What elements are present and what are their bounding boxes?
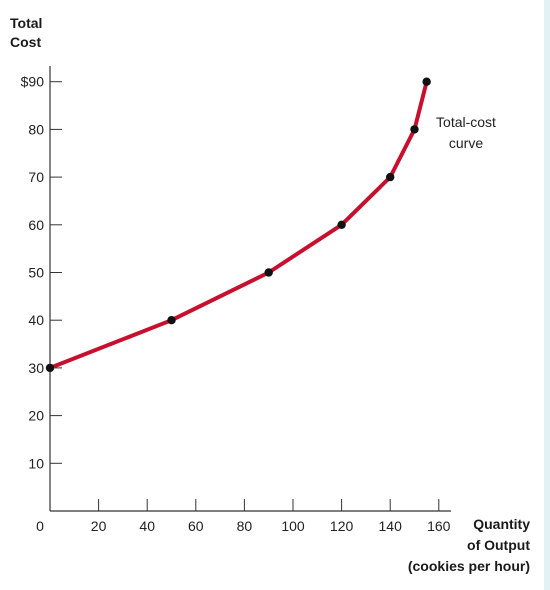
- y-axis-title: Total Cost: [10, 14, 42, 52]
- x-tick-label: 120: [330, 518, 354, 534]
- x-tick-label: 80: [237, 518, 253, 534]
- x-tick-label: 60: [188, 518, 204, 534]
- x-axis-title-line: of Output: [467, 537, 530, 553]
- x-axis-title: Quantity of Output (cookies per hour): [408, 514, 530, 577]
- page-edge-stripe: [544, 0, 550, 590]
- y-tick-label: 40: [28, 312, 44, 328]
- x-tick-label: 0: [36, 518, 44, 534]
- x-axis-title-line: (cookies per hour): [407, 558, 530, 574]
- x-tick-label: 140: [379, 518, 403, 534]
- x-tick-label: 160: [427, 518, 451, 534]
- y-tick-label: 10: [28, 455, 44, 471]
- y-tick-label: 70: [28, 169, 44, 185]
- data-point: [264, 268, 273, 277]
- curve-annotation: Total-cost curve: [416, 112, 516, 154]
- y-tick-label: 20: [28, 408, 44, 424]
- x-tick-label: 40: [139, 518, 155, 534]
- x-tick-label: 100: [281, 518, 305, 534]
- y-axis-title-line: Total: [10, 15, 43, 31]
- y-tick-label: 60: [28, 217, 44, 233]
- data-point: [386, 172, 395, 182]
- y-tick-label: 50: [28, 265, 44, 281]
- data-point: [167, 316, 176, 325]
- y-tick-label: 30: [28, 360, 44, 376]
- data-point: [337, 220, 346, 229]
- data-point: [410, 125, 419, 134]
- x-tick-label: 20: [91, 518, 107, 534]
- curve-annotation-line: curve: [448, 135, 484, 151]
- y-tick-label: $90: [21, 74, 45, 90]
- y-tick-label: 80: [28, 121, 44, 137]
- data-point: [422, 77, 431, 86]
- total-cost-curve: [48, 79, 429, 370]
- y-axis-title-line: Cost: [10, 34, 42, 50]
- data-point: [45, 363, 55, 373]
- curve-annotation-line: Total-cost: [436, 114, 496, 130]
- x-axis-title-line: Quantity: [473, 516, 530, 532]
